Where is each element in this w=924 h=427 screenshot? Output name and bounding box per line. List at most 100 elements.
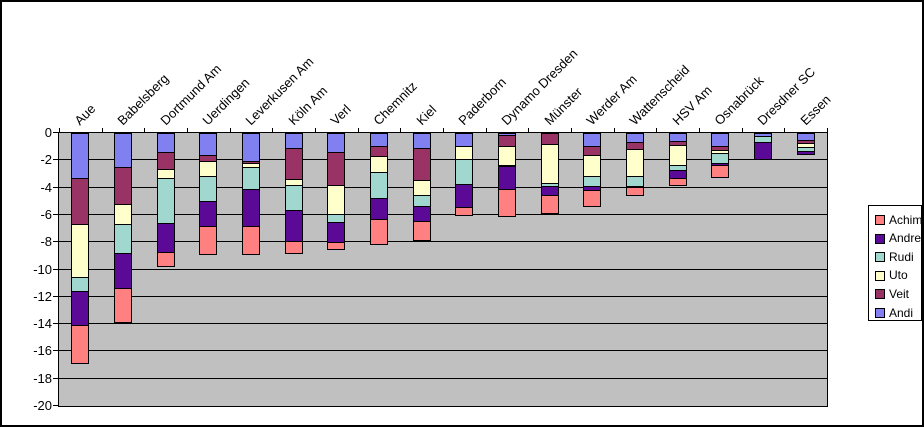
bar-segment-Dresdner SC-Andre — [754, 142, 772, 160]
gridline — [59, 214, 827, 215]
bar-segment-HSV Am-Achim — [669, 178, 687, 186]
bar-segment-Paderborn-Rudi — [455, 159, 473, 185]
bar-segment-Uerdingen-Achim — [199, 226, 217, 255]
category-label: Kiel — [413, 102, 439, 128]
legend-item: Rudi — [875, 250, 914, 264]
x-axis-tick-mark — [443, 128, 444, 133]
legend-item: Veit — [875, 287, 909, 301]
x-axis-tick-mark — [272, 128, 273, 133]
category-label: Chemnitz — [370, 78, 420, 128]
x-axis-tick-mark — [486, 128, 487, 133]
bar-segment-Leverkusen Am-Achim — [242, 226, 260, 255]
bar-segment-Verl-Uto — [327, 185, 345, 215]
x-axis-tick-mark — [230, 128, 231, 133]
bar-segment-Aue-Veit — [71, 178, 89, 225]
legend-item: Andre — [875, 232, 921, 246]
x-axis-tick-mark — [102, 128, 103, 133]
x-axis-tick-mark — [187, 128, 188, 133]
bar-segment-Dynamo Dresden-Achim — [498, 189, 516, 217]
bar-segment-Dortmund Am-Andi — [157, 133, 175, 153]
legend: Achim Andre Rudi Uto Veit Andi — [868, 205, 922, 321]
legend-item: Uto — [875, 269, 908, 283]
y-axis-tick-mark — [53, 295, 58, 297]
bar-segment-Dortmund Am-Andre — [157, 223, 175, 253]
bar-segment-Verl-Achim — [327, 242, 345, 250]
y-axis-tick-label: 0 — [44, 125, 52, 140]
y-axis-tick-label: -4 — [40, 179, 52, 195]
bar-segment-Dynamo Dresden-Andre — [498, 166, 516, 190]
y-axis-tick-mark — [53, 268, 58, 270]
bar-segment-Chemnitz-Uto — [370, 156, 388, 173]
bar-segment-Aue-Uto — [71, 224, 89, 278]
bar-segment-Osnabrück-Andi — [711, 133, 729, 147]
plot-area — [58, 132, 828, 407]
gridline — [59, 350, 827, 351]
bar-segment-Chemnitz-Achim — [370, 219, 388, 245]
bar-segment-Chemnitz-Andi — [370, 133, 388, 147]
bar-segment-Paderborn-Andre — [455, 184, 473, 208]
bar-segment-Kiel-Veit — [413, 148, 431, 181]
category-label: HSV Am — [669, 82, 715, 128]
y-axis-tick-mark — [53, 132, 58, 133]
bar-segment-Dortmund Am-Veit — [157, 152, 175, 170]
category-label: Dynamo Dresden — [498, 45, 581, 128]
category-label: Münster — [541, 84, 585, 128]
bar-segment-Paderborn-Andi — [455, 133, 473, 147]
legend-swatch-Uto — [875, 270, 885, 281]
bar-segment-Osnabrück-Achim — [711, 165, 729, 178]
bar-segment-Werder Am-Uto — [583, 155, 601, 177]
y-axis-tick-mark — [53, 350, 58, 352]
legend-swatch-Andre — [875, 233, 885, 244]
bar-segment-Uerdingen-Andre — [199, 201, 217, 227]
bar-segment-Leverkusen Am-Andre — [242, 189, 260, 227]
bar-segment-Essen-Andre — [797, 151, 815, 155]
bar-segment-Köln Am-Andi — [285, 133, 303, 149]
y-axis-tick-mark — [53, 186, 58, 188]
gridline — [59, 296, 827, 297]
legend-swatch-Achim — [875, 215, 885, 225]
bar-segment-Kiel-Andre — [413, 206, 431, 222]
legend-label: Veit — [889, 286, 910, 301]
bar-segment-Werder Am-Andi — [583, 133, 601, 147]
bar-segment-Aue-Achim — [71, 325, 89, 364]
bar-segment-Kiel-Uto — [413, 180, 431, 196]
x-axis-tick-mark — [400, 128, 401, 133]
category-label: Köln Am — [285, 83, 330, 128]
x-axis-tick-mark — [742, 128, 743, 133]
bar-segment-Verl-Andi — [327, 133, 345, 153]
legend-swatch-Veit — [875, 289, 885, 300]
y-axis-tick-label: -16 — [33, 343, 52, 359]
gridline — [59, 378, 827, 379]
x-axis-tick-mark — [827, 128, 828, 133]
legend-label: Achim — [889, 212, 923, 227]
bar-segment-Wattenscheid-Uto — [626, 149, 644, 177]
bar-segment-Leverkusen Am-Rudi — [242, 167, 260, 190]
x-axis-tick-mark — [59, 128, 60, 133]
bar-segment-Dortmund Am-Rudi — [157, 178, 175, 224]
bar-segment-Aue-Andre — [71, 291, 89, 326]
bar-segment-Köln Am-Andre — [285, 210, 303, 242]
category-label: Verl — [327, 101, 355, 128]
gridline — [59, 269, 827, 270]
x-axis-tick-mark — [571, 128, 572, 133]
category-label: Essen — [797, 91, 834, 128]
bar-segment-Babelsberg-Andre — [114, 253, 132, 289]
y-axis-tick-label: -8 — [40, 234, 52, 250]
bar-segment-Verl-Veit — [327, 152, 345, 186]
bar-segment-Verl-Andre — [327, 222, 345, 243]
x-axis-tick-mark — [315, 128, 316, 133]
bar-segment-Wattenscheid-Achim — [626, 187, 644, 196]
bar-segment-Uerdingen-Andi — [199, 133, 217, 156]
bar-segment-Babelsberg-Achim — [114, 288, 132, 323]
bar-segment-Köln Am-Achim — [285, 241, 303, 254]
bar-segment-Dynamo Dresden-Uto — [498, 146, 516, 166]
y-axis-tick-mark — [53, 377, 58, 379]
x-axis-tick-mark — [144, 128, 145, 133]
legend-item: Achim — [875, 213, 922, 227]
x-axis-tick-mark — [699, 128, 700, 133]
legend-label: Rudi — [889, 249, 914, 264]
x-axis-tick-mark — [784, 128, 785, 133]
bar-segment-Uerdingen-Rudi — [199, 176, 217, 202]
bar-segment-Chemnitz-Rudi — [370, 172, 388, 199]
y-axis-tick-mark — [53, 241, 58, 243]
